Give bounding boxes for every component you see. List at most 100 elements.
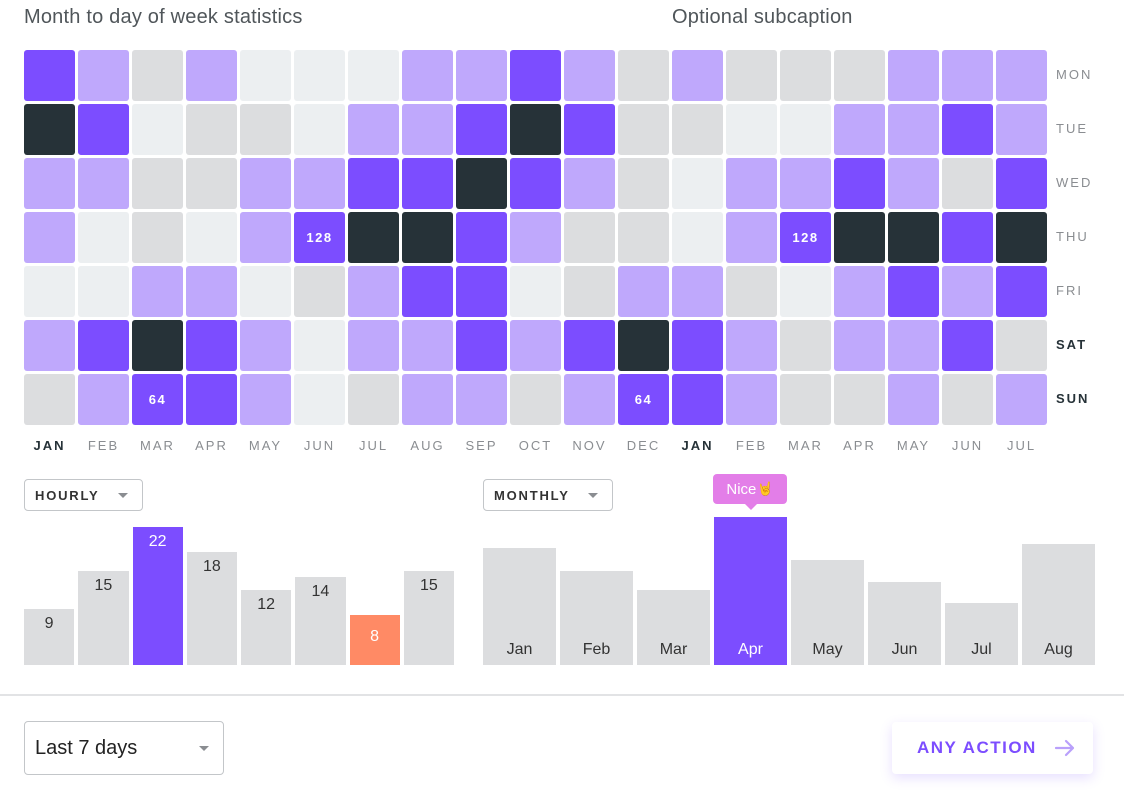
heatmap-cell[interactable] bbox=[510, 320, 561, 371]
heatmap-cell[interactable] bbox=[294, 50, 345, 101]
heatmap-cell[interactable] bbox=[456, 320, 507, 371]
heatmap-cell[interactable] bbox=[402, 212, 453, 263]
heatmap-cell[interactable] bbox=[348, 266, 399, 317]
heatmap-cell[interactable] bbox=[240, 104, 291, 155]
heatmap-cell[interactable] bbox=[510, 374, 561, 425]
heatmap-cell[interactable] bbox=[240, 266, 291, 317]
bar[interactable]: Apr bbox=[714, 517, 787, 665]
date-range-select[interactable]: Last 7 days bbox=[24, 721, 224, 775]
heatmap-cell[interactable] bbox=[888, 374, 939, 425]
heatmap-cell[interactable] bbox=[78, 104, 129, 155]
heatmap-cell[interactable] bbox=[888, 266, 939, 317]
heatmap-cell[interactable] bbox=[294, 374, 345, 425]
heatmap-cell[interactable] bbox=[564, 374, 615, 425]
heatmap-cell[interactable] bbox=[672, 104, 723, 155]
heatmap-cell[interactable] bbox=[402, 320, 453, 371]
heatmap-cell[interactable]: 128 bbox=[780, 212, 831, 263]
heatmap-cell[interactable] bbox=[996, 212, 1047, 263]
heatmap-cell[interactable] bbox=[996, 158, 1047, 209]
heatmap-cell[interactable] bbox=[456, 266, 507, 317]
heatmap-cell[interactable] bbox=[24, 320, 75, 371]
heatmap-cell[interactable] bbox=[294, 104, 345, 155]
heatmap-cell[interactable] bbox=[564, 158, 615, 209]
heatmap-cell[interactable] bbox=[834, 50, 885, 101]
heatmap-cell[interactable] bbox=[996, 104, 1047, 155]
heatmap-cell[interactable] bbox=[348, 320, 399, 371]
heatmap-cell[interactable] bbox=[996, 50, 1047, 101]
heatmap-cell[interactable] bbox=[726, 158, 777, 209]
heatmap-cell[interactable] bbox=[186, 266, 237, 317]
heatmap-cell[interactable] bbox=[834, 104, 885, 155]
heatmap-cell[interactable] bbox=[240, 212, 291, 263]
heatmap-cell[interactable] bbox=[24, 158, 75, 209]
heatmap-cell[interactable] bbox=[186, 104, 237, 155]
heatmap-cell[interactable] bbox=[672, 212, 723, 263]
heatmap-cell[interactable] bbox=[942, 212, 993, 263]
heatmap-cell[interactable] bbox=[888, 320, 939, 371]
bar[interactable]: 9 bbox=[24, 609, 75, 665]
heatmap-cell[interactable] bbox=[78, 266, 129, 317]
heatmap-cell[interactable] bbox=[780, 320, 831, 371]
heatmap-cell[interactable] bbox=[402, 266, 453, 317]
heatmap-cell[interactable] bbox=[402, 50, 453, 101]
bar[interactable]: Jan bbox=[483, 548, 556, 665]
heatmap-cell[interactable] bbox=[132, 212, 183, 263]
heatmap-cell[interactable] bbox=[780, 50, 831, 101]
heatmap-cell[interactable] bbox=[24, 266, 75, 317]
heatmap-cell[interactable] bbox=[294, 320, 345, 371]
bar[interactable]: 14 bbox=[295, 577, 346, 665]
heatmap-cell[interactable] bbox=[132, 104, 183, 155]
heatmap-cell[interactable] bbox=[672, 50, 723, 101]
heatmap-cell[interactable] bbox=[186, 212, 237, 263]
heatmap-cell[interactable] bbox=[996, 266, 1047, 317]
heatmap-cell[interactable] bbox=[348, 212, 399, 263]
heatmap-cell[interactable] bbox=[618, 50, 669, 101]
heatmap-cell[interactable] bbox=[402, 374, 453, 425]
heatmap-cell[interactable] bbox=[888, 104, 939, 155]
heatmap-cell[interactable] bbox=[618, 266, 669, 317]
heatmap-cell[interactable] bbox=[726, 374, 777, 425]
heatmap-cell[interactable] bbox=[726, 320, 777, 371]
heatmap-cell[interactable] bbox=[564, 212, 615, 263]
bar[interactable]: May bbox=[791, 560, 864, 665]
heatmap-cell[interactable] bbox=[942, 374, 993, 425]
heatmap-cell[interactable] bbox=[510, 158, 561, 209]
heatmap-cell[interactable] bbox=[78, 320, 129, 371]
heatmap-cell[interactable] bbox=[294, 266, 345, 317]
heatmap-cell[interactable] bbox=[294, 158, 345, 209]
heatmap-cell[interactable] bbox=[726, 50, 777, 101]
heatmap-cell[interactable] bbox=[186, 158, 237, 209]
heatmap-cell[interactable] bbox=[456, 104, 507, 155]
heatmap-cell[interactable] bbox=[348, 104, 399, 155]
bar[interactable]: 8 bbox=[349, 615, 400, 665]
heatmap-cell[interactable] bbox=[348, 158, 399, 209]
any-action-button[interactable]: ANY ACTION bbox=[892, 722, 1093, 774]
heatmap-cell[interactable] bbox=[780, 158, 831, 209]
heatmap-cell[interactable] bbox=[834, 158, 885, 209]
bar[interactable]: Jun bbox=[868, 582, 941, 665]
heatmap-cell[interactable] bbox=[240, 320, 291, 371]
heatmap-cell[interactable] bbox=[672, 266, 723, 317]
monthly-dropdown[interactable]: MONTHLY bbox=[483, 479, 613, 511]
heatmap-cell[interactable] bbox=[186, 374, 237, 425]
heatmap-cell[interactable] bbox=[672, 320, 723, 371]
heatmap-cell[interactable] bbox=[834, 212, 885, 263]
heatmap-cell[interactable] bbox=[456, 50, 507, 101]
heatmap-cell[interactable] bbox=[456, 374, 507, 425]
heatmap-cell[interactable] bbox=[186, 50, 237, 101]
heatmap-cell[interactable] bbox=[24, 104, 75, 155]
heatmap-cell[interactable] bbox=[780, 266, 831, 317]
heatmap-cell[interactable] bbox=[78, 374, 129, 425]
heatmap-cell[interactable] bbox=[564, 266, 615, 317]
heatmap-cell[interactable] bbox=[834, 320, 885, 371]
heatmap-cell[interactable] bbox=[672, 158, 723, 209]
heatmap-cell[interactable] bbox=[834, 374, 885, 425]
heatmap-cell[interactable] bbox=[348, 374, 399, 425]
heatmap-cell[interactable] bbox=[456, 212, 507, 263]
heatmap-cell[interactable] bbox=[402, 158, 453, 209]
heatmap-cell[interactable] bbox=[240, 50, 291, 101]
heatmap-cell[interactable] bbox=[348, 50, 399, 101]
heatmap-cell[interactable] bbox=[726, 212, 777, 263]
heatmap-cell[interactable] bbox=[24, 50, 75, 101]
heatmap-cell[interactable] bbox=[132, 158, 183, 209]
